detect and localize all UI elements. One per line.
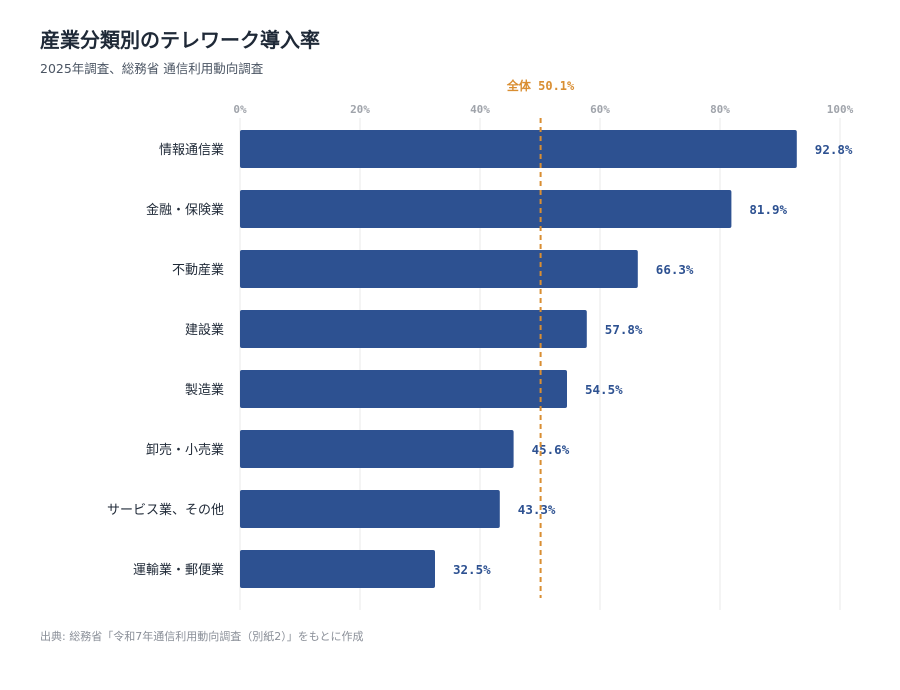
category-label: 運輸業・郵便業 <box>133 562 224 578</box>
x-tick-label: 20% <box>350 103 370 116</box>
x-tick-label: 40% <box>470 103 490 116</box>
value-label: 43.3% <box>518 502 556 517</box>
category-label: 不動産業 <box>172 262 224 278</box>
category-label: 建設業 <box>185 322 224 338</box>
bar <box>240 130 797 168</box>
bar <box>240 370 567 408</box>
value-label: 54.5% <box>585 382 623 397</box>
value-label: 81.9% <box>749 202 787 217</box>
value-label: 32.5% <box>453 562 491 577</box>
bar <box>240 190 732 228</box>
bar <box>240 430 514 468</box>
x-tick-label: 100% <box>827 103 854 116</box>
x-tick-label: 0% <box>233 103 247 116</box>
value-label: 66.3% <box>656 262 694 277</box>
chart-subtitle: 2025年調査、総務省 通信利用動向調査 <box>40 61 264 76</box>
bar <box>240 310 587 348</box>
value-label: 45.6% <box>532 442 570 457</box>
chart-title: 産業分類別のテレワーク導入率 <box>40 28 320 52</box>
category-label: 卸売・小売業 <box>146 442 224 458</box>
bar <box>240 490 500 528</box>
category-label: サービス業、その他 <box>107 502 224 518</box>
x-tick-label: 80% <box>710 103 730 116</box>
bar <box>240 250 638 288</box>
value-label: 92.8% <box>815 142 853 157</box>
category-label: 金融・保険業 <box>146 202 224 218</box>
source-note: 出典: 総務省「令和7年通信利用動向調査（別紙2）」をもとに作成 <box>40 630 364 643</box>
category-label: 情報通信業 <box>159 142 224 158</box>
category-label: 製造業 <box>185 382 224 398</box>
value-label: 57.8% <box>605 322 643 337</box>
reference-label: 全体 50.1% <box>506 78 575 93</box>
bar <box>240 550 435 588</box>
x-tick-label: 60% <box>590 103 610 116</box>
